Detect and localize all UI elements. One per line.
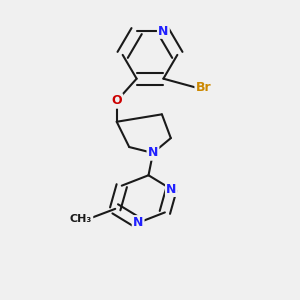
- Text: O: O: [111, 94, 122, 107]
- Text: N: N: [148, 146, 158, 160]
- Text: Br: Br: [196, 81, 211, 94]
- Text: N: N: [158, 25, 169, 38]
- Text: CH₃: CH₃: [70, 214, 92, 224]
- Text: N: N: [166, 183, 177, 196]
- Text: N: N: [133, 216, 143, 229]
